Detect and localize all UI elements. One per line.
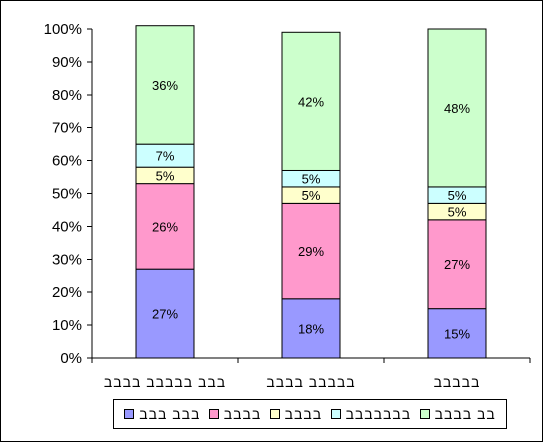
y-tick-label: 30%	[52, 251, 82, 268]
legend-label: בבב בבב	[139, 406, 201, 422]
data-label: 26%	[152, 219, 178, 234]
data-label: 5%	[302, 172, 321, 187]
legend-label: בבבבבבב	[345, 406, 412, 422]
data-label: 48%	[444, 101, 470, 116]
data-label: 5%	[448, 205, 467, 220]
data-labels: 27%26%5%7%36%18%29%5%5%42%15%27%5%5%48%	[152, 78, 470, 341]
y-tick-label: 0%	[60, 350, 82, 367]
y-tick-label: 50%	[52, 186, 82, 203]
bar-segment	[135, 268, 195, 359]
y-tick-label: 20%	[52, 284, 82, 301]
bar-segment	[427, 308, 487, 359]
data-label: 7%	[156, 149, 175, 164]
legend-swatch	[419, 409, 430, 419]
data-label: 18%	[298, 321, 324, 336]
x-tick-label: בבבבב	[434, 374, 481, 390]
legend-item: בבבב	[269, 406, 323, 422]
data-label: 42%	[298, 94, 324, 109]
legend: בבב בבב בבבב בבבב בבבבבבב בב בבבב	[113, 399, 507, 429]
y-tick-label: 100%	[44, 21, 82, 38]
y-tick-label: 10%	[52, 317, 82, 334]
bar-segment	[427, 219, 487, 310]
bar-segment	[135, 183, 195, 270]
bar-segment	[135, 25, 195, 145]
legend-item: בבבבבבב	[330, 406, 412, 422]
legend-label: בב בבבב	[434, 406, 496, 422]
data-label: 5%	[302, 188, 321, 203]
data-label: 15%	[444, 326, 470, 341]
bar-segment	[281, 31, 341, 171]
legend-swatch	[124, 409, 135, 419]
legend-label: בבבב	[284, 406, 323, 422]
data-label: 29%	[298, 244, 324, 259]
x-tick-label: בבב בבבבב בבבב	[104, 374, 226, 390]
data-label: 27%	[444, 257, 470, 272]
legend-swatch	[269, 409, 280, 419]
y-tick-label: 70%	[52, 120, 82, 137]
data-label: 5%	[156, 168, 175, 183]
legend-item: בב בבבב	[419, 406, 496, 422]
axes: 0% 10% 20% 30% 40% 50% 60% 70% 80% 90% 100% בבב בבב…	[44, 21, 531, 390]
y-tick-label: 80%	[52, 87, 82, 104]
data-label: 27%	[152, 307, 178, 322]
bar-segment	[281, 202, 341, 300]
legend-swatch	[330, 409, 341, 419]
bar-segment	[427, 28, 487, 188]
bars	[135, 25, 487, 359]
data-label: 36%	[152, 78, 178, 93]
y-tick-label: 40%	[52, 218, 82, 235]
legend-label: בבבב	[223, 406, 262, 422]
bar-segment	[281, 298, 341, 359]
y-tick-label: 60%	[52, 153, 82, 170]
y-tick-label: 90%	[52, 54, 82, 71]
data-label: 5%	[448, 188, 467, 203]
legend-swatch	[208, 409, 219, 419]
legend-item: בבבב	[208, 406, 262, 422]
x-tick-label: בבבבב בבבב	[266, 374, 355, 390]
legend-item: בבב בבב	[124, 406, 200, 422]
